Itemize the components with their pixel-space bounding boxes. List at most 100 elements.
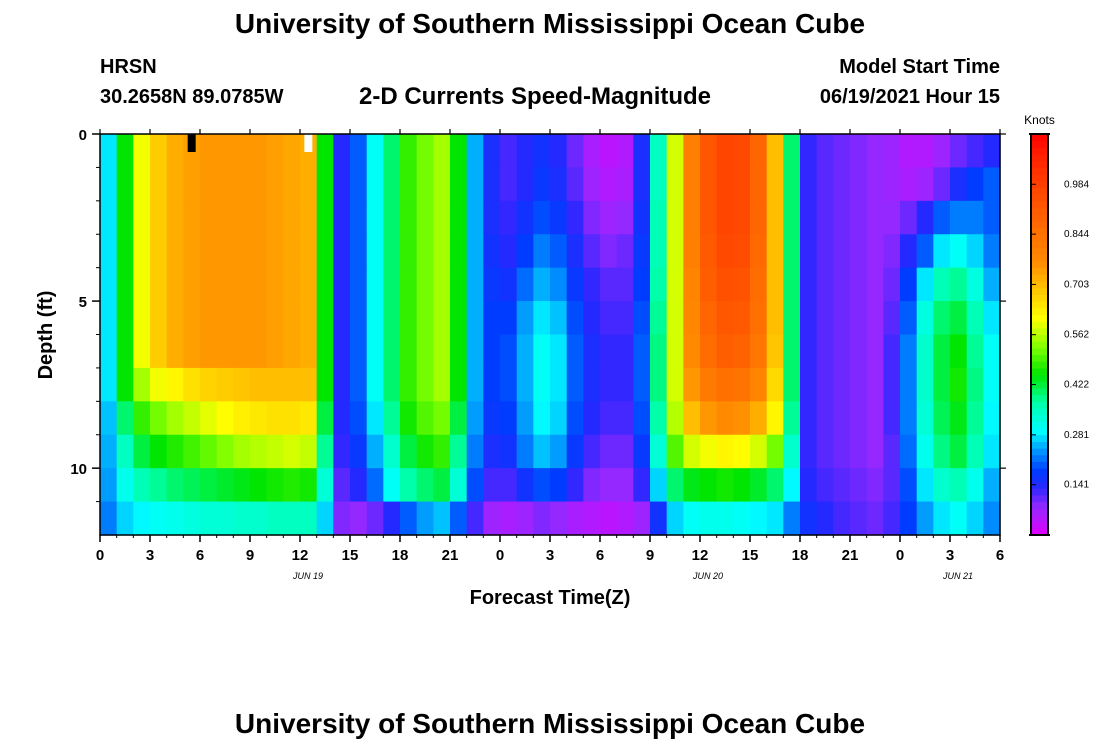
heatmap-cell xyxy=(300,167,318,202)
heatmap-cell xyxy=(166,401,184,436)
colorbar-segment xyxy=(1031,274,1048,282)
heatmap-cell xyxy=(483,200,501,235)
heatmap-cell xyxy=(900,468,918,503)
heatmap-cell xyxy=(966,468,984,503)
heatmap-cell xyxy=(466,167,484,202)
heatmap-cell xyxy=(300,334,318,369)
heatmap-cell xyxy=(900,200,918,235)
station-coordinates: 30.2658N 89.0785W xyxy=(100,86,284,108)
heatmap-cell xyxy=(616,401,634,436)
colorbar-segment xyxy=(1031,501,1048,509)
heatmap-cell xyxy=(233,501,251,536)
colorbar-segment xyxy=(1031,434,1048,442)
heatmap-cell xyxy=(750,367,768,402)
heatmap-cell xyxy=(766,501,784,536)
heatmap-cell xyxy=(366,301,384,336)
heatmap-cell xyxy=(766,167,784,202)
heatmap-cell xyxy=(416,501,434,536)
heatmap-cell xyxy=(816,234,834,269)
heatmap-cell xyxy=(200,334,218,369)
heatmap-cell xyxy=(916,334,934,369)
heatmap-cell xyxy=(833,501,851,536)
x-tick-label: 15 xyxy=(342,547,359,564)
heatmap-cell xyxy=(450,401,468,436)
model-start-label: Model Start Time xyxy=(839,56,1000,78)
heatmap-cell xyxy=(466,401,484,436)
heatmap-cell xyxy=(383,434,401,469)
heatmap-cell xyxy=(183,468,201,503)
heatmap-cell xyxy=(916,200,934,235)
heatmap-cell xyxy=(466,334,484,369)
heatmap-cell xyxy=(266,134,284,169)
heatmap-cell xyxy=(900,401,918,436)
heatmap-cell xyxy=(633,234,651,269)
colorbar-segment xyxy=(1031,267,1048,275)
heatmap-cell xyxy=(133,468,151,503)
heatmap-cell xyxy=(783,401,801,436)
heatmap-cell xyxy=(833,401,851,436)
heatmap-cell xyxy=(933,134,951,169)
heatmap-cell xyxy=(500,434,518,469)
heatmap-cell xyxy=(733,200,751,235)
heatmap-cell xyxy=(200,468,218,503)
heatmap-cell xyxy=(383,301,401,336)
heatmap-cell xyxy=(800,200,818,235)
heatmap-cell xyxy=(633,367,651,402)
heatmap-cell xyxy=(966,334,984,369)
heatmap-cell xyxy=(783,301,801,336)
heatmap-cell xyxy=(350,367,368,402)
heatmap-cell xyxy=(950,401,968,436)
heatmap-cell xyxy=(116,267,134,302)
heatmap-cell xyxy=(350,200,368,235)
heatmap-cell xyxy=(750,267,768,302)
heatmap-cell xyxy=(683,334,701,369)
heatmap-cell xyxy=(366,367,384,402)
heatmap-cell xyxy=(366,234,384,269)
heatmap-cell xyxy=(350,234,368,269)
y-axis: 0 5 10 xyxy=(70,127,1006,503)
heatmap-cell xyxy=(600,401,618,436)
heatmap-cell xyxy=(916,501,934,536)
heatmap-cell xyxy=(250,200,268,235)
heatmap-cell xyxy=(400,434,418,469)
heatmap-cell xyxy=(583,468,601,503)
colorbar-segment xyxy=(1031,220,1048,229)
heatmap-cell xyxy=(366,501,384,536)
x-tick-label: 6 xyxy=(196,547,204,564)
heatmap-cell xyxy=(800,167,818,202)
heatmap-cell xyxy=(900,334,918,369)
heatmap-cell xyxy=(116,134,134,169)
heatmap-cell xyxy=(816,501,834,536)
y-tick-label: 5 xyxy=(79,294,87,311)
heatmap-cell xyxy=(750,134,768,169)
heatmap-cell xyxy=(683,434,701,469)
heatmap-cell xyxy=(316,401,334,436)
heatmap-cell xyxy=(833,367,851,402)
heatmap-cell xyxy=(500,401,518,436)
colorbar-segment xyxy=(1031,254,1048,262)
heatmap-cell xyxy=(133,134,151,169)
heatmap-cell xyxy=(283,200,301,235)
heatmap-cell xyxy=(633,501,651,536)
heatmap-cell xyxy=(600,301,618,336)
heatmap-cell xyxy=(683,200,701,235)
heatmap-cell xyxy=(783,200,801,235)
heatmap-cell xyxy=(666,200,684,235)
colorbar-segment xyxy=(1031,421,1048,429)
heatmap-cell xyxy=(566,301,584,336)
heatmap-cell xyxy=(250,401,268,436)
heatmap-cell xyxy=(933,367,951,402)
heatmap-cell xyxy=(566,167,584,202)
heatmap-cell xyxy=(250,468,268,503)
heatmap-cell xyxy=(950,301,968,336)
heatmap-cell xyxy=(450,234,468,269)
heatmap-cell xyxy=(450,501,468,536)
heatmap-cell xyxy=(766,334,784,369)
heatmap-cell xyxy=(250,367,268,402)
heatmap-cell xyxy=(700,301,718,336)
heatmap-cell xyxy=(433,234,451,269)
heatmap-cell xyxy=(950,501,968,536)
heatmap-cell xyxy=(533,267,551,302)
heatmap-cell xyxy=(516,367,534,402)
surface-markers xyxy=(187,134,313,152)
